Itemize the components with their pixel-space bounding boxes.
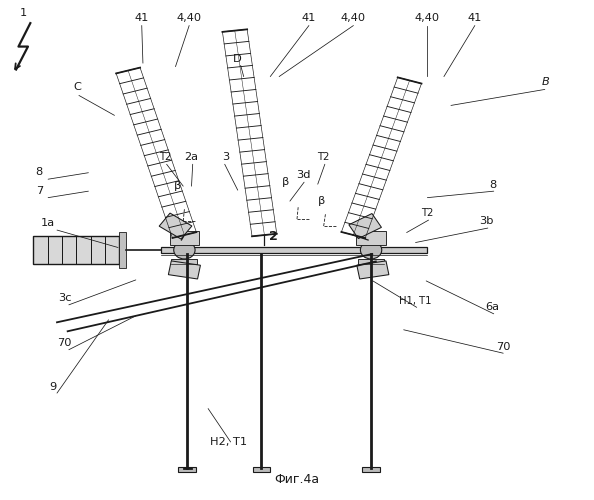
Text: 9: 9: [49, 382, 56, 392]
Text: T2: T2: [421, 208, 434, 218]
Bar: [33, 236, 48, 264]
Text: 3c: 3c: [58, 293, 71, 303]
Bar: [362, 468, 380, 472]
Text: 1: 1: [20, 8, 27, 18]
Circle shape: [173, 241, 195, 259]
Text: 6а: 6а: [485, 302, 500, 312]
Text: 8: 8: [489, 180, 496, 190]
Bar: [178, 468, 196, 472]
Bar: [62, 236, 76, 264]
Bar: [90, 236, 105, 264]
Bar: [119, 232, 127, 268]
Bar: [252, 468, 270, 472]
Circle shape: [361, 241, 382, 259]
Text: H2, T1: H2, T1: [210, 438, 248, 448]
Polygon shape: [349, 214, 381, 238]
Text: 3: 3: [222, 152, 229, 162]
Bar: [356, 231, 386, 245]
Text: β: β: [318, 196, 326, 206]
Text: C: C: [74, 82, 81, 92]
Text: 4,40: 4,40: [415, 12, 440, 22]
Polygon shape: [357, 261, 389, 279]
Text: 8: 8: [36, 167, 43, 177]
Text: 2: 2: [269, 230, 278, 243]
Text: 41: 41: [467, 12, 482, 22]
Text: 3d: 3d: [296, 170, 310, 179]
Text: 4,40: 4,40: [176, 12, 202, 22]
Bar: [161, 247, 427, 253]
Text: β: β: [173, 181, 181, 191]
Bar: [170, 231, 199, 245]
Text: 2а: 2а: [185, 152, 198, 162]
Text: D: D: [233, 54, 242, 64]
Text: Фиг.4а: Фиг.4а: [274, 473, 320, 486]
Polygon shape: [168, 261, 200, 279]
Text: B: B: [542, 78, 550, 88]
Bar: [105, 236, 119, 264]
Text: H1, T1: H1, T1: [399, 296, 432, 306]
Text: T2: T2: [159, 152, 172, 162]
Text: 41: 41: [135, 12, 149, 22]
Text: β: β: [282, 177, 289, 187]
Text: 4,40: 4,40: [341, 12, 366, 22]
Text: 70: 70: [58, 338, 72, 347]
Bar: [48, 236, 62, 264]
Text: 7: 7: [36, 186, 43, 196]
Text: T2: T2: [317, 152, 330, 162]
Bar: [171, 259, 197, 270]
Text: 70: 70: [496, 342, 510, 351]
Bar: [33, 236, 119, 264]
Polygon shape: [159, 213, 192, 239]
Text: 41: 41: [302, 12, 316, 22]
Bar: [76, 236, 90, 264]
Bar: [358, 259, 384, 270]
Text: 1а: 1а: [41, 218, 55, 228]
Text: 3b: 3b: [479, 216, 494, 226]
